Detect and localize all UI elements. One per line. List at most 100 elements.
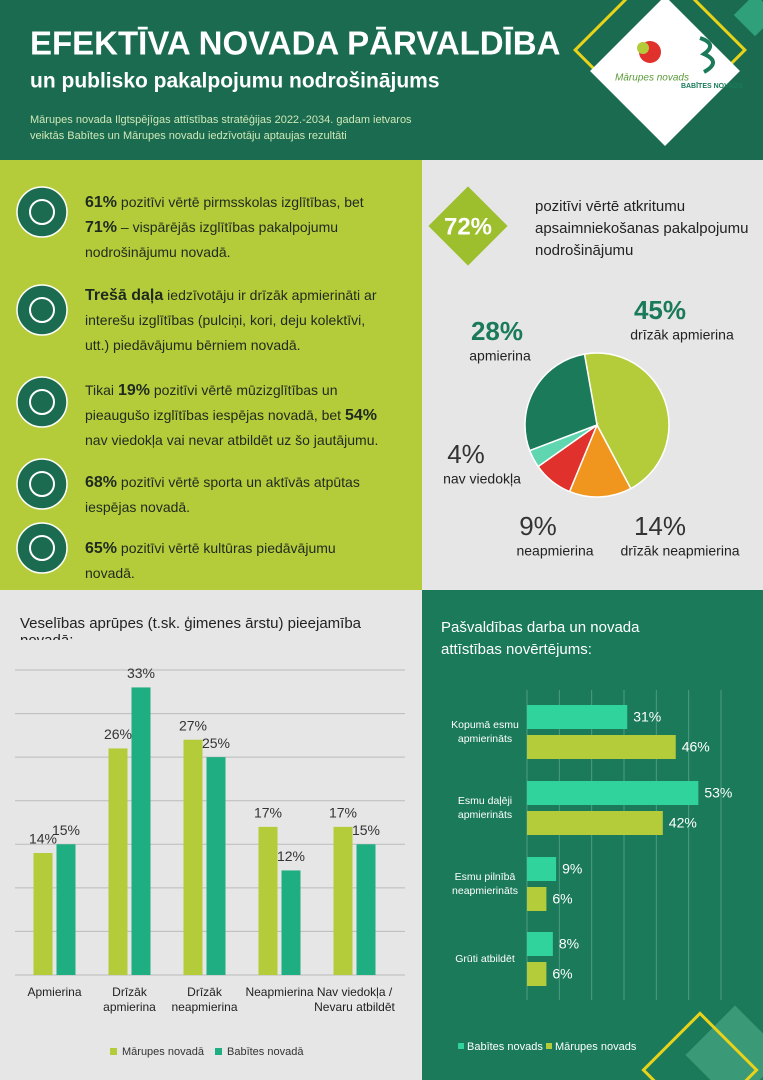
chart-title-box: Veselības aprūpes (t.sk. ģimenes ārstu) … xyxy=(20,615,362,640)
bar-value-label: 46% xyxy=(682,739,710,755)
x-tick-label: Nav viedokļa / Nevaru atbildēt xyxy=(314,985,395,1014)
x-tick-label-box: Neapmierina xyxy=(245,985,314,999)
icon xyxy=(16,522,68,574)
pie-category-label: drīzāk neapmierina xyxy=(620,543,739,559)
highlight-bold: 19% xyxy=(117,382,150,399)
highlight-text: Tikai 19% pozitīvi vērtē mūzizglītības u… xyxy=(85,378,385,453)
logo-mark xyxy=(699,36,715,74)
icon-inner xyxy=(29,535,55,561)
bar-value-label: 17% xyxy=(329,805,357,821)
pie-category-label: nav viedokļa xyxy=(443,471,521,487)
logo-label: Mārupes novads xyxy=(615,73,689,84)
bar-value-label: 17% xyxy=(254,805,282,821)
bar xyxy=(108,748,128,975)
highlight-segment: iedzīvotāju ir drīzāk apmierināti ar int… xyxy=(85,287,377,353)
x-tick-label: Drīzāk neapmierina xyxy=(171,985,238,1014)
y-tick-label-box: Esmu daļēji apmierināts xyxy=(457,795,513,821)
chart-title: Veselības aprūpes (t.sk. ģimenes ārstu) … xyxy=(20,615,362,640)
icon xyxy=(16,376,68,428)
legend-label: Mārupes novadā xyxy=(122,1046,205,1058)
bar xyxy=(527,705,628,729)
highlight-segment: pozitīvi vērtē sporta un aktīvās atpūtas… xyxy=(85,474,360,515)
bar-value-label: 9% xyxy=(562,861,582,877)
x-tick-label: Apmierina xyxy=(27,985,82,999)
bar xyxy=(527,811,663,835)
bar xyxy=(527,932,553,956)
y-tick-label-box: Kopumā esmu apmierināts xyxy=(451,719,519,745)
x-tick-label: Drīzāk apmierina xyxy=(103,985,156,1014)
pie-slice xyxy=(568,423,632,498)
bar xyxy=(131,687,151,975)
x-tick-label-box: Apmierina xyxy=(27,985,82,999)
bar xyxy=(527,857,557,881)
bar-value-label: 25% xyxy=(202,735,230,751)
legend-label: Mārupes novads xyxy=(555,1041,637,1053)
bar-value-label: 27% xyxy=(179,717,207,733)
bar-value-label: 6% xyxy=(552,966,572,982)
bar xyxy=(281,870,301,975)
bar-value-label: 31% xyxy=(633,709,661,725)
badge: 72% xyxy=(444,213,492,240)
pie-category-label: neapmierina xyxy=(516,543,593,559)
highlight-text-box: 61% pozitīvi vērtē pirmsskolas izglītība… xyxy=(85,190,385,265)
pie-value-label: 14% xyxy=(634,511,686,541)
legend-swatch xyxy=(215,1048,222,1055)
highlight-segment: pozitīvi vērtē mūzizglītības un pieauguš… xyxy=(85,382,345,423)
highlight-bold: Trešā daļa xyxy=(85,287,164,304)
bar-value-label: 14% xyxy=(29,831,57,847)
pie-value-label: 45% xyxy=(634,295,686,325)
logo-mark xyxy=(637,42,649,54)
legend-swatch xyxy=(458,1043,464,1049)
x-tick-label-box: Nav viedokļa / Nevaru atbildēt xyxy=(314,985,395,1014)
decor xyxy=(641,1011,759,1080)
bar xyxy=(56,844,76,975)
pie-title-box: pozitīvi vērtē atkritumu apsaimniekošana… xyxy=(535,198,748,259)
highlight-text: 61% pozitīvi vērtē pirmsskolas izglītība… xyxy=(85,190,385,265)
highlight-segment: pozitīvi vērtē pirmsskolas izglītības, b… xyxy=(117,194,364,210)
highlight-segment: pozitīvi vērtē kultūras piedāvājumu nova… xyxy=(85,540,336,581)
icon-inner xyxy=(29,471,55,497)
y-tick-label-box: Grūti atbildēt xyxy=(455,953,515,965)
legend-swatch xyxy=(110,1048,117,1055)
highlight-bold: 61% xyxy=(85,194,118,211)
bar-value-label: 26% xyxy=(104,726,132,742)
highlight-bold: 65% xyxy=(85,540,118,557)
bar-value-label: 33% xyxy=(127,665,155,681)
legend-label: Babītes novadā xyxy=(227,1046,304,1058)
icon-inner xyxy=(29,199,55,225)
description: Mārupes novada Ilgtspējīgas attīstības s… xyxy=(30,114,412,142)
bar-value-label: 42% xyxy=(669,815,697,831)
icon xyxy=(16,186,68,238)
icon-inner xyxy=(29,389,55,415)
highlight-bold: 68% xyxy=(85,474,118,491)
bar xyxy=(258,826,278,975)
bar xyxy=(527,781,699,805)
pie-slice xyxy=(583,352,670,490)
pie-value-label: 28% xyxy=(471,316,523,346)
description-box: Mārupes novada Ilgtspējīgas attīstības s… xyxy=(30,114,412,142)
bar xyxy=(527,887,547,911)
highlight-text-box: 68% pozitīvi vērtē sporta un aktīvās atp… xyxy=(85,474,360,515)
y-tick-label: Grūti atbildēt xyxy=(455,953,515,965)
x-tick-label: Neapmierina xyxy=(245,985,314,999)
y-tick-label-box: Esmu pilnībā neapmierināts xyxy=(452,871,518,897)
highlights-bg xyxy=(0,160,422,590)
y-tick-label: Kopumā esmu apmierināts xyxy=(451,719,519,745)
bar-value-label: 15% xyxy=(352,822,380,838)
bar-value-label: 15% xyxy=(52,822,80,838)
legend-swatch xyxy=(546,1043,552,1049)
highlight-text: 65% pozitīvi vērtē kultūras piedāvājumu … xyxy=(85,536,385,586)
icon xyxy=(16,284,68,336)
y-tick-label: Esmu daļēji apmierināts xyxy=(457,795,513,821)
highlight-segment: Tikai xyxy=(85,382,118,398)
chart-title-box: Pašvaldības darba un novada attīstības n… xyxy=(441,619,639,658)
bar xyxy=(206,757,226,975)
highlight-text-box: Trešā daļa iedzīvotāju ir drīzāk apmieri… xyxy=(85,287,377,353)
highlight-text-box: 65% pozitīvi vērtē kultūras piedāvājumu … xyxy=(85,536,385,586)
subtitle: un publisko pakalpojumu nodrošinājums xyxy=(30,70,440,93)
highlight-segment: – vispārējās izglītības pakalpojumu nodr… xyxy=(85,219,339,260)
pie-category-label: drīzāk apmierina xyxy=(630,327,734,343)
x-tick-label-box: Drīzāk apmierina xyxy=(103,985,156,1014)
